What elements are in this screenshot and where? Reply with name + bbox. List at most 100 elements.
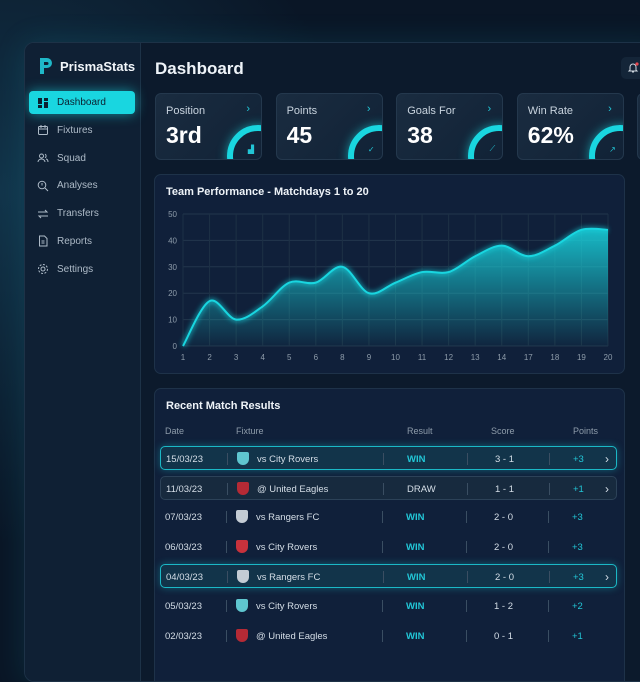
- divider: [549, 453, 550, 465]
- column-header-date[interactable]: Date: [165, 426, 184, 436]
- x-tick-label: 14: [497, 353, 506, 362]
- search-chart-icon: [37, 180, 49, 192]
- match-result: WIN: [406, 512, 424, 523]
- sidebar-item-reports[interactable]: Reports: [29, 230, 135, 253]
- x-tick-label: 17: [524, 353, 533, 362]
- divider: [227, 571, 228, 583]
- x-tick-label: 13: [471, 353, 480, 362]
- bar-chart-icon: ▟: [248, 145, 254, 154]
- fixture: vs City Rovers: [257, 454, 318, 465]
- match-date: 11/03/23: [166, 484, 202, 495]
- x-tick-label: 8: [340, 353, 345, 362]
- divider: [227, 453, 228, 465]
- team-crest-icon: [236, 599, 248, 612]
- table-row[interactable]: 04/03/23 vs Rangers FC WIN 2 - 0 +3 ›: [160, 564, 617, 588]
- match-points: +3: [572, 512, 583, 523]
- table-row[interactable]: 02/03/23 @ United Eagles WIN 0 - 1 +1: [160, 624, 617, 648]
- column-header-points[interactable]: Points: [573, 426, 598, 436]
- sidebar-item-label: Reports: [57, 236, 92, 247]
- divider: [549, 571, 550, 583]
- gear-icon: [37, 263, 49, 275]
- sidebar-item-label: Settings: [57, 264, 93, 275]
- sidebar-item-dashboard[interactable]: Dashboard: [29, 91, 135, 114]
- stat-label: Points: [287, 105, 318, 117]
- sidebar-item-squad[interactable]: Squad: [29, 147, 135, 170]
- y-tick-label: 20: [168, 289, 177, 298]
- sidebar-item-label: Squad: [57, 153, 86, 164]
- table-row[interactable]: 05/03/23 vs City Rovers WIN 1 - 2 +2: [160, 594, 617, 618]
- table-row[interactable]: 07/03/23 vs Rangers FC WIN 2 - 0 +3: [160, 505, 617, 529]
- team-crest-icon: [237, 452, 249, 465]
- column-header-result[interactable]: Result: [407, 426, 433, 436]
- sidebar-item-settings[interactable]: Settings: [29, 258, 135, 281]
- sidebar-item-fixtures[interactable]: Fixtures: [29, 119, 135, 142]
- divider: [226, 600, 227, 612]
- divider: [383, 453, 384, 465]
- chevron-right-icon[interactable]: ›: [605, 482, 609, 496]
- match-result: WIN: [407, 572, 425, 583]
- page-title: Dashboard: [155, 59, 244, 79]
- divider: [548, 541, 549, 553]
- divider: [383, 571, 384, 583]
- divider: [466, 600, 467, 612]
- stat-value: 3rd: [166, 122, 202, 149]
- sidebar-item-analyses[interactable]: Analyses: [29, 174, 135, 197]
- chevron-right-icon: ›: [488, 103, 492, 115]
- logo: PrismaStats: [39, 57, 135, 75]
- calendar-icon: [37, 124, 49, 136]
- divider: [467, 453, 468, 465]
- match-score: 2 - 0: [495, 572, 514, 583]
- x-tick-label: 6: [314, 353, 319, 362]
- dashboard-icon: [37, 97, 49, 109]
- x-tick-label: 10: [391, 353, 400, 362]
- fixture: vs City Rovers: [256, 601, 317, 612]
- stat-card-position[interactable]: Position 3rd › ▟: [155, 93, 262, 160]
- match-score: 3 - 1: [495, 454, 514, 465]
- transfer-icon: [37, 208, 49, 220]
- stat-label: Position: [166, 105, 205, 117]
- progress-arc: [227, 125, 262, 160]
- chevron-right-icon[interactable]: ›: [605, 570, 609, 584]
- sidebar: PrismaStats Dashboard Fixtures Squad Analys…: [25, 43, 141, 681]
- logo-icon: [39, 57, 53, 75]
- divider: [226, 511, 227, 523]
- y-tick-label: 0: [173, 342, 178, 351]
- divider: [382, 600, 383, 612]
- fixture: vs Rangers FC: [257, 572, 320, 583]
- chevron-right-icon[interactable]: ›: [605, 452, 609, 466]
- check-icon: ✓: [368, 145, 375, 154]
- match-date: 07/03/23: [165, 512, 202, 523]
- stat-label: Win Rate: [528, 105, 573, 117]
- column-header-score[interactable]: Score: [491, 426, 515, 436]
- x-tick-label: 20: [604, 353, 613, 362]
- x-tick-label: 5: [287, 353, 292, 362]
- match-result: DRAW: [407, 484, 436, 495]
- progress-arc: [589, 125, 624, 160]
- app-name: PrismaStats: [60, 59, 135, 74]
- y-tick-label: 50: [168, 210, 177, 219]
- table-row[interactable]: 15/03/23 vs City Rovers WIN 3 - 1 +3 ›: [160, 446, 617, 470]
- match-points: +3: [572, 542, 583, 553]
- chevron-right-icon: ›: [608, 103, 612, 115]
- column-header-fixture[interactable]: Fixture: [236, 426, 264, 436]
- table-row[interactable]: 06/03/23 vs City Rovers WIN 2 - 0 +3: [160, 535, 617, 559]
- sidebar-item-label: Transfers: [57, 208, 99, 219]
- stat-value: 38: [407, 122, 433, 149]
- progress-arc: [468, 125, 503, 160]
- sidebar-item-transfers[interactable]: Transfers: [29, 202, 135, 225]
- sidebar-item-label: Dashboard: [57, 97, 106, 108]
- sidebar-item-label: Analyses: [57, 180, 98, 191]
- match-score: 1 - 2: [494, 601, 513, 612]
- fixture: @ United Eagles: [257, 484, 328, 495]
- chevron-right-icon: ›: [246, 103, 250, 115]
- table-row[interactable]: 11/03/23 @ United Eagles DRAW 1 - 1 +1 ›: [160, 476, 617, 500]
- y-tick-label: 10: [168, 316, 177, 325]
- team-crest-icon: [237, 482, 249, 495]
- y-tick-label: 40: [168, 236, 177, 245]
- notifications-button[interactable]: [621, 57, 640, 79]
- chart-icon: ⟋: [490, 144, 496, 154]
